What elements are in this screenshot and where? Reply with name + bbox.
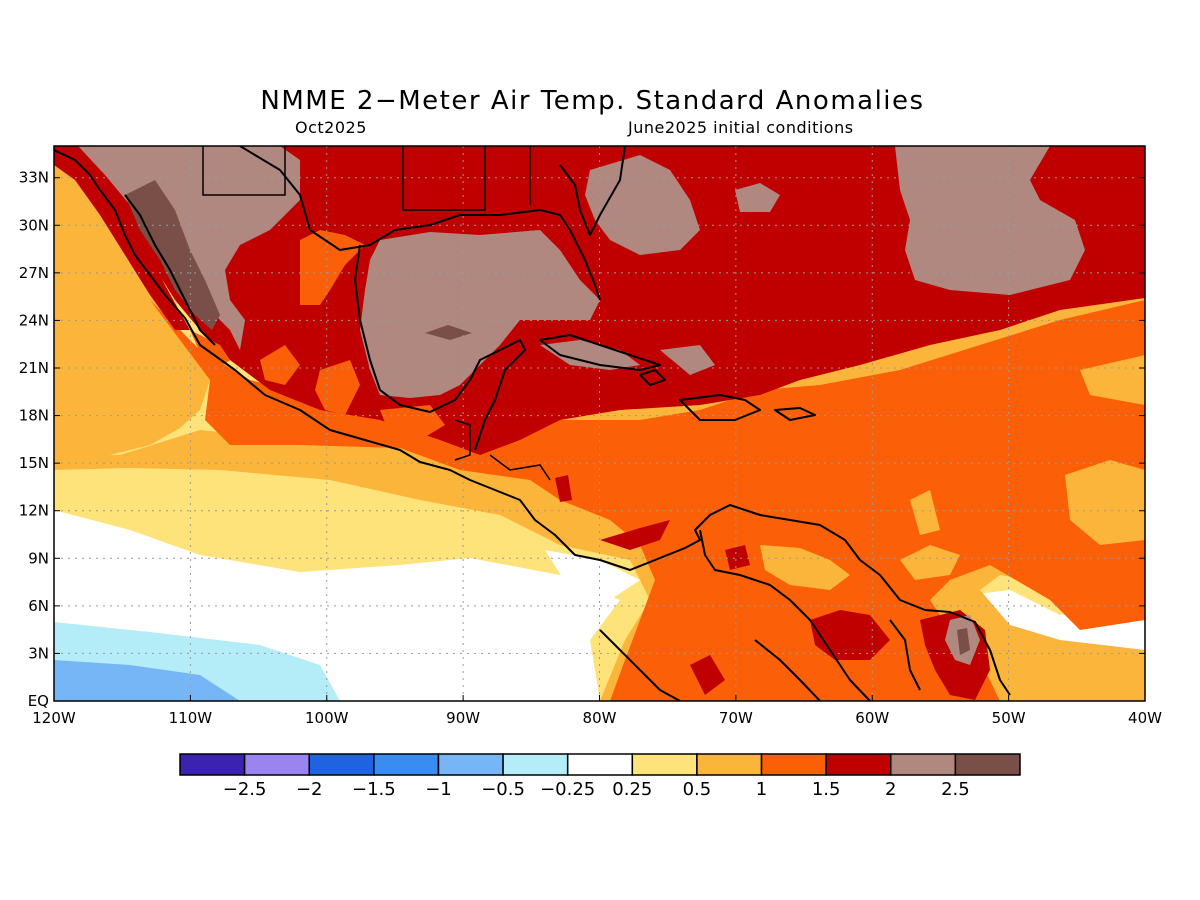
lon-tick-label: 120W	[32, 709, 76, 727]
legend-label: 1	[756, 779, 767, 800]
legend-label: 0.5	[683, 779, 712, 800]
longitude-axis: 120W 110W 100W 90W 80W 70W 60W 50W 40W	[32, 695, 1162, 727]
political-borders	[202, 146, 551, 481]
legend-label: −1	[425, 779, 452, 800]
warm-anomaly-region	[555, 475, 572, 502]
lat-tick-label: 15N	[19, 454, 49, 472]
warm-anomaly-region	[760, 545, 850, 590]
forecast-month: Oct2025	[295, 118, 367, 137]
extreme-anomaly-region	[425, 325, 472, 340]
extreme-anomaly-region	[895, 146, 1085, 295]
extreme-anomaly-region	[660, 345, 715, 375]
legend-swatch	[566, 753, 634, 776]
warm-anomaly-region	[600, 520, 670, 550]
color-legend: −2.5 −2 −1.5 −1 −0.5 −0.25 0.25 0.5 1 1.5 2 2.5	[179, 753, 1021, 800]
lat-tick-label: 27N	[19, 264, 49, 282]
latitude-axis: 33N 30N 27N 24N 21N 18N 15N 12N 9N 6N 3N EQ	[19, 169, 1145, 710]
lon-tick-label: 60W	[855, 709, 889, 727]
legend-swatch	[760, 753, 827, 776]
lon-tick-label: 80W	[583, 709, 617, 727]
lon-tick-label: 100W	[305, 709, 349, 727]
legend-swatch	[825, 753, 892, 776]
lon-tick-label: 40W	[1128, 709, 1162, 727]
legend-label: −2	[296, 779, 323, 800]
lon-tick-label: 110W	[169, 709, 213, 727]
lat-tick-label: EQ	[28, 692, 49, 710]
legend-label: −2.5	[223, 779, 267, 800]
legend-swatch	[373, 753, 440, 776]
legend-swatch	[954, 753, 1021, 776]
warm-anomaly-region	[810, 610, 890, 660]
lat-tick-label: 24N	[19, 311, 49, 329]
extreme-anomaly-region	[540, 340, 640, 370]
extreme-anomaly-region	[585, 155, 700, 255]
legend-swatch	[631, 753, 698, 776]
legend-label: 0.25	[612, 779, 652, 800]
lat-tick-label: 6N	[28, 597, 49, 615]
warm-anomaly-region	[150, 300, 1145, 701]
warm-anomaly-region	[725, 545, 750, 570]
cool-anomaly-region	[54, 660, 240, 701]
warm-anomaly-region	[1065, 460, 1145, 545]
extreme-anomaly-region	[735, 183, 780, 212]
anomaly-fill-layer	[54, 146, 1145, 701]
legend-label: −1.5	[352, 779, 396, 800]
lat-tick-label: 33N	[19, 169, 49, 187]
legend-label: 2.5	[941, 779, 970, 800]
map-title: NMME 2−Meter Air Temp. Standard Anomalie…	[260, 86, 925, 116]
lon-tick-label: 50W	[992, 709, 1026, 727]
lat-tick-label: 30N	[19, 216, 49, 234]
warm-anomaly-region	[1080, 355, 1145, 405]
legend-swatch	[890, 753, 957, 776]
lat-tick-label: 12N	[19, 502, 49, 520]
warm-anomaly-region	[54, 146, 210, 455]
warm-anomaly-region	[260, 345, 300, 385]
lat-tick-label: 18N	[19, 407, 49, 425]
extreme-anomaly-region	[360, 230, 600, 398]
legend-swatch	[502, 753, 569, 776]
legend-label: −0.25	[540, 779, 595, 800]
legend-label: −0.5	[481, 779, 525, 800]
lat-tick-label: 21N	[19, 359, 49, 377]
legend-swatch	[243, 753, 310, 776]
lat-tick-label: 9N	[28, 549, 49, 567]
legend-swatch	[696, 753, 763, 776]
neutral-region	[545, 550, 640, 600]
extreme-anomaly-region	[957, 628, 970, 655]
lon-tick-label: 90W	[446, 709, 480, 727]
coastlines	[54, 146, 1011, 701]
extreme-anomaly-region	[125, 180, 220, 330]
legend-label: 2	[885, 779, 896, 800]
legend-label: 1.5	[812, 779, 841, 800]
legend-swatch	[179, 753, 246, 776]
warm-anomaly-region	[910, 490, 940, 535]
warm-anomaly-region	[315, 360, 360, 415]
graticule	[54, 146, 1145, 701]
lat-tick-label: 3N	[28, 644, 49, 662]
warm-anomaly-region	[690, 655, 725, 695]
legend-swatch	[308, 753, 375, 776]
initial-conditions: June2025 initial conditions	[628, 118, 854, 137]
warm-anomaly-region	[900, 545, 960, 580]
legend-swatch	[437, 753, 504, 776]
warm-anomaly-region	[380, 405, 445, 440]
lon-tick-label: 70W	[719, 709, 753, 727]
